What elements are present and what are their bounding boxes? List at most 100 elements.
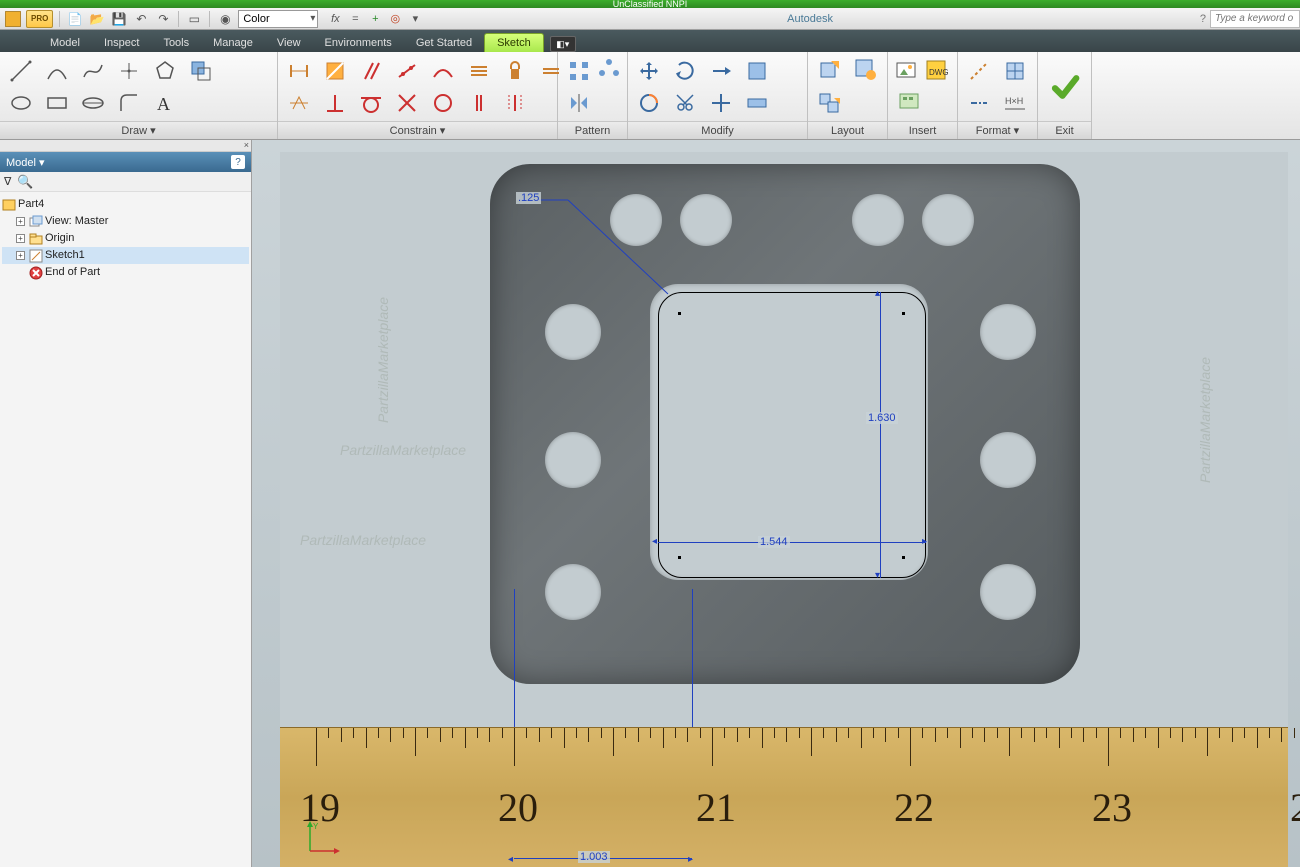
project-geometry-icon[interactable] [186,56,216,86]
line-icon[interactable] [6,56,36,86]
tab-model[interactable]: Model [38,34,92,52]
copy-icon[interactable] [634,88,664,118]
tree-sketch[interactable]: + Sketch1 [2,247,249,264]
smooth-icon[interactable] [428,56,458,86]
collinear-icon[interactable] [392,56,422,86]
tree-origin[interactable]: + Origin [2,230,249,247]
ruler-tick [1244,728,1245,738]
mirror-icon[interactable] [564,88,594,118]
new-icon[interactable]: 📄 [66,10,84,28]
import-points-icon[interactable]: DWG [924,58,948,82]
tab-inspect[interactable]: Inspect [92,34,151,52]
parallel-icon[interactable] [356,56,386,86]
panel-label-format[interactable]: Format ▾ [958,121,1037,139]
perpendicular-icon[interactable] [320,88,350,118]
stretch-icon[interactable] [742,88,772,118]
rectangle-icon[interactable] [42,88,72,118]
spline-icon[interactable] [78,56,108,86]
target-icon[interactable]: ◎ [386,10,404,28]
auto-dimension-icon[interactable] [284,88,314,118]
circular-pattern-icon[interactable] [597,54,621,84]
ellipse-icon[interactable] [78,88,108,118]
find-icon[interactable]: 🔍 [17,174,33,190]
plus-icon[interactable]: + [366,10,384,28]
tab-environments[interactable]: Environments [313,34,404,52]
scale-icon[interactable] [742,56,772,86]
sketch-only-icon[interactable] [1000,56,1030,86]
dimension-width[interactable]: 1.544 [758,536,790,548]
tab-view[interactable]: View [265,34,313,52]
tab-sketch[interactable]: Sketch [484,33,544,52]
make-components-icon[interactable] [814,88,844,118]
undo-icon[interactable]: ↶ [132,10,150,28]
redo-icon[interactable]: ↷ [154,10,172,28]
expander-icon[interactable]: + [16,251,25,260]
extend-icon[interactable] [706,56,736,86]
trim-icon[interactable] [670,88,700,118]
ruler-tick [353,728,354,738]
coincident-icon[interactable] [320,56,350,86]
symmetric-icon[interactable] [392,88,422,118]
equal-icon[interactable] [428,88,458,118]
material-icon[interactable]: ◉ [216,10,234,28]
driven-dimension-icon[interactable]: H×H [1000,88,1030,118]
finish-sketch-icon[interactable] [1050,72,1080,102]
sketch-point[interactable] [902,556,905,559]
panel-label-constrain[interactable]: Constrain ▾ [278,121,557,139]
tree-root[interactable]: Part4 [2,196,249,213]
dimension-fillet[interactable]: .125 [516,192,541,204]
canvas[interactable]: PartzillaMarketplace PartzillaMarketplac… [252,140,1300,867]
rotate-icon[interactable] [670,56,700,86]
show-constraints-icon[interactable] [500,88,530,118]
save-icon[interactable]: 💾 [110,10,128,28]
dropdown-icon[interactable]: ▾ [406,10,424,28]
split-icon[interactable] [706,88,736,118]
rectangular-pattern-icon[interactable] [564,56,594,86]
app-menu-icon[interactable] [4,10,22,28]
tree-view[interactable]: + View: Master [2,213,249,230]
tree-end-of-part[interactable]: End of Part [2,264,249,281]
tab-manage[interactable]: Manage [201,34,265,52]
fillet-icon[interactable] [114,88,144,118]
move-icon[interactable] [634,56,664,86]
part-icon [2,198,16,212]
filter-icon[interactable]: ∇ [4,175,11,188]
centerline-icon[interactable] [964,88,994,118]
expander-icon[interactable]: + [16,217,25,226]
open-icon[interactable]: 📂 [88,10,106,28]
polygon-icon[interactable] [150,56,180,86]
sketch-point[interactable] [902,312,905,315]
panel-label-draw[interactable]: Draw ▾ [0,121,277,139]
acad-icon[interactable] [894,86,924,116]
sketch-point[interactable] [678,556,681,559]
search-input[interactable] [1210,10,1300,28]
equals-icon[interactable]: = [346,10,364,28]
point-icon[interactable] [114,56,144,86]
circle-icon[interactable] [6,88,36,118]
help-icon[interactable]: ? [231,155,245,169]
sketch-rectangle[interactable] [658,292,926,578]
tangent-icon[interactable] [356,88,386,118]
help-icon[interactable]: ? [1196,13,1210,25]
appearance-dropdown[interactable]: Color [238,10,318,28]
select-icon[interactable]: ▭ [185,10,203,28]
dimension-icon[interactable] [284,56,314,86]
tab-tools[interactable]: Tools [151,34,201,52]
text-icon[interactable]: A [150,88,180,118]
insert-image-icon[interactable] [894,58,918,82]
make-part-icon[interactable] [814,56,844,86]
dimension-height[interactable]: 1.630 [866,412,898,424]
sketch-point[interactable] [678,312,681,315]
fix-icon[interactable] [500,56,530,86]
arc-icon[interactable] [42,56,72,86]
ribbon-overflow-icon[interactable]: ◧▾ [550,36,576,52]
dimension-ruler[interactable]: 1.003 [578,851,610,863]
create-block-icon[interactable] [850,54,880,84]
close-icon[interactable]: × [244,140,249,150]
construction-icon[interactable] [964,56,994,86]
model-panel-title[interactable]: Model ▾ ? [0,152,251,172]
horizontal-constraint-icon[interactable] [464,56,494,86]
tab-get-started[interactable]: Get Started [404,34,484,52]
vertical-constraint-icon[interactable] [464,88,494,118]
expander-icon[interactable]: + [16,234,25,243]
